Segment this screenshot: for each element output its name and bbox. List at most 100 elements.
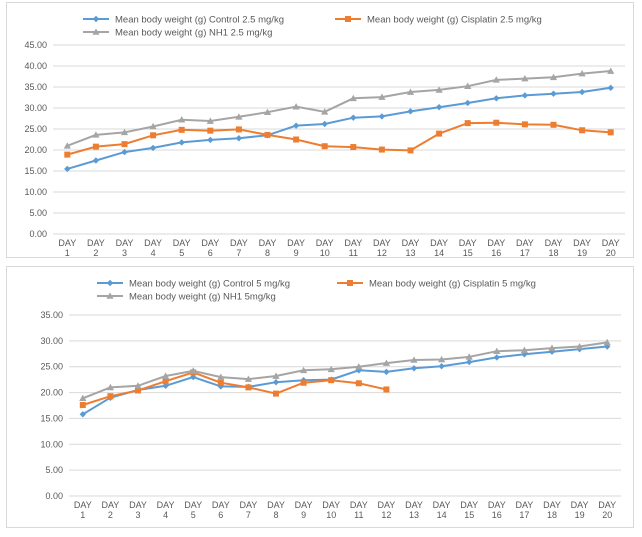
data-point	[578, 88, 586, 96]
x-tick-label: DAY	[487, 238, 505, 248]
series-line	[82, 345, 608, 416]
x-tick-label: DAY	[239, 500, 257, 510]
x-tick-label: 20	[602, 510, 612, 520]
data-point	[521, 75, 529, 82]
data-point	[607, 84, 614, 92]
data-point	[438, 362, 445, 370]
y-tick-label: 35.00	[24, 82, 47, 92]
data-point	[263, 108, 272, 115]
x-tick-label: 5	[179, 248, 184, 257]
y-tick-label: 15.00	[24, 166, 47, 176]
data-point	[493, 95, 500, 102]
data-point	[273, 390, 279, 397]
data-point	[162, 382, 169, 390]
data-point	[493, 347, 501, 354]
data-point	[378, 146, 385, 153]
x-tick-label: DAY	[433, 500, 451, 510]
x-tick-label: 10	[320, 248, 330, 257]
data-point	[217, 379, 224, 386]
data-point	[355, 363, 363, 370]
legend-marker	[347, 280, 353, 286]
data-point	[607, 129, 614, 136]
data-point	[292, 103, 300, 110]
x-tick-label: DAY	[516, 238, 534, 248]
data-point	[134, 382, 142, 389]
data-point	[235, 135, 243, 142]
y-tick-label: 25.00	[40, 362, 63, 372]
x-tick-label: DAY	[350, 500, 368, 510]
x-tick-label: 8	[265, 248, 270, 257]
data-point	[521, 92, 529, 99]
data-point	[321, 120, 328, 128]
x-tick-label: 14	[434, 248, 444, 257]
data-point	[355, 380, 362, 387]
x-tick-label: DAY	[598, 500, 616, 510]
x-tick-label: 1	[65, 248, 70, 257]
data-point	[604, 343, 611, 350]
x-tick-label: 15	[463, 248, 473, 257]
x-tick-label: DAY	[267, 500, 285, 510]
data-point	[378, 113, 386, 120]
x-tick-label: 4	[163, 510, 168, 520]
data-point	[121, 148, 128, 156]
x-tick-label: DAY	[322, 500, 340, 510]
data-point	[327, 365, 335, 373]
data-point	[435, 103, 443, 111]
data-point	[464, 99, 471, 107]
data-point	[438, 355, 446, 363]
x-tick-label: 7	[236, 248, 241, 257]
data-point	[235, 126, 242, 133]
data-point	[244, 375, 252, 382]
x-tick-label: DAY	[101, 500, 119, 510]
data-point	[603, 338, 611, 346]
y-tick-label: 0.00	[45, 491, 63, 501]
chart-panel-2: 0.00 5.00 10.00 15.00 20.00 25.00 30.00 35.00 DA…	[6, 266, 634, 528]
x-tick-label: 6	[208, 248, 213, 257]
y-tick-label: 40.00	[24, 61, 47, 71]
series-line	[67, 121, 611, 156]
x-tick-label: 20	[606, 248, 616, 257]
series-line	[82, 341, 608, 400]
x-tick-label: 8	[273, 510, 278, 520]
y-tick-label: 20.00	[24, 145, 47, 155]
data-point	[272, 372, 280, 379]
x-tick-label: 3	[122, 248, 127, 257]
data-point	[321, 143, 328, 150]
x-tick-label: 16	[492, 510, 502, 520]
x-tick-label: 11	[349, 248, 358, 257]
x-tick-label: 19	[575, 510, 585, 520]
data-point	[578, 69, 586, 77]
legend-marker	[106, 279, 114, 287]
data-point	[300, 379, 307, 386]
data-point	[300, 366, 308, 374]
data-point	[64, 165, 71, 173]
legend-label: Mean body weight (g) Control 2.5 mg/kg	[115, 15, 284, 26]
x-tick-label: 1	[80, 510, 85, 520]
data-point	[383, 386, 390, 393]
data-point	[178, 139, 185, 146]
data-point	[178, 116, 186, 123]
data-point	[189, 367, 197, 374]
legend-marker	[92, 15, 100, 23]
data-point	[63, 142, 71, 149]
data-point	[162, 372, 170, 379]
x-tick-label: 13	[405, 248, 415, 257]
x-tick-label: DAY	[377, 500, 395, 510]
y-tick-label: 15.00	[40, 413, 63, 423]
x-tick-label: 12	[381, 510, 391, 520]
data-point	[207, 127, 214, 134]
legend-label: Mean body weight (g) NH1 2.5 mg/kg	[115, 28, 272, 39]
x-tick-label: DAY	[460, 500, 478, 510]
data-point	[350, 144, 357, 151]
x-tick-label: 15	[464, 510, 474, 520]
data-point	[410, 365, 418, 372]
x-tick-label: DAY	[545, 238, 563, 248]
x-tick-label: DAY	[129, 500, 147, 510]
x-tick-label: DAY	[116, 238, 134, 248]
x-tick-label: DAY	[157, 500, 175, 510]
data-point	[378, 93, 386, 100]
data-point	[466, 358, 473, 366]
data-point	[576, 342, 584, 350]
data-point	[293, 136, 300, 143]
data-point	[328, 377, 335, 384]
